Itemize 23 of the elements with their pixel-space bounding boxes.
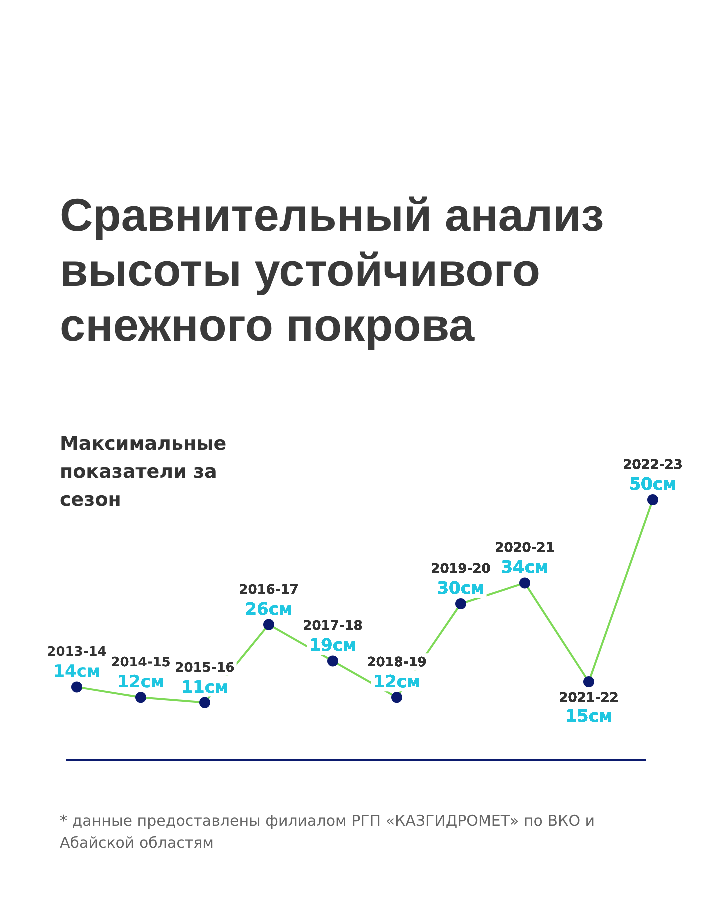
data-label: 26см xyxy=(245,600,293,620)
data-label: 12см xyxy=(117,672,165,693)
data-label: 11см xyxy=(181,678,229,698)
x-tick-label: 2020-21 xyxy=(495,541,555,556)
data-label: 30см xyxy=(437,579,485,599)
x-tick-label: 2015-16 xyxy=(175,660,235,676)
data-label: 34см xyxy=(501,558,549,578)
x-tick-label: 2019-20 xyxy=(431,562,491,577)
chart-subtitle: Максимальные показатели за сезон xyxy=(60,432,228,513)
x-tick-label: 2021-22 xyxy=(559,691,619,706)
x-tick-label: 2014-15 xyxy=(111,656,171,671)
x-tick-label: 2018-19 xyxy=(367,656,427,671)
x-tick-label: 2022-23 xyxy=(623,458,683,473)
data-label: 12см xyxy=(373,672,421,693)
data-label: 50см xyxy=(629,475,677,495)
data-label: 15см xyxy=(565,707,613,727)
x-tick-label: 2017-18 xyxy=(303,619,363,634)
text: * данные предоставлены филиалом РГП «КАЗГИДРОМЕТ» по ВКО и Абайской областям xyxy=(60,811,596,854)
data-label: 14см xyxy=(53,662,101,682)
x-tick-label: 2013-14 xyxy=(47,645,107,660)
data-label: 19см xyxy=(309,636,357,656)
chart-title: Сравнительный анализ высоты устойчивого снежного покрова xyxy=(60,188,606,353)
x-tick-label: 2016-17 xyxy=(239,582,299,598)
